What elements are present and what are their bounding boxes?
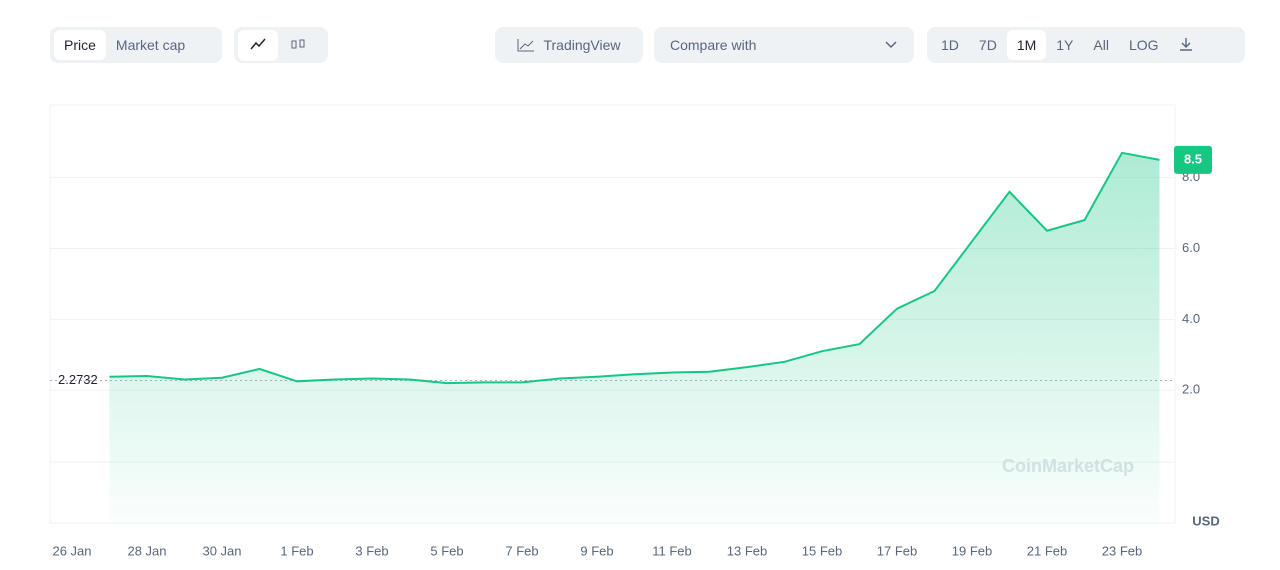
- y-tick-label: 6.0: [1182, 240, 1200, 255]
- line-chart-button[interactable]: [238, 29, 278, 61]
- x-tick-label: 21 Feb: [1027, 543, 1067, 558]
- log-button[interactable]: LOG: [1128, 37, 1159, 53]
- x-tick-label: 9 Feb: [580, 543, 613, 558]
- candle-icon: [291, 39, 305, 48]
- y-tick-label: 8.0: [1182, 169, 1200, 184]
- chart-type-toggle: [234, 27, 328, 63]
- chevron: [885, 41, 897, 49]
- price-area: [109, 152, 1160, 524]
- x-tick-label: 30 Jan: [202, 543, 241, 558]
- tradingview-label: TradingView: [543, 37, 621, 53]
- tv-icon: [517, 39, 535, 52]
- y-tick-label: 4.0: [1182, 311, 1200, 326]
- price-line: [109, 151, 1160, 385]
- range-button[interactable]: All: [1093, 37, 1109, 53]
- candle-chart-button[interactable]: [278, 30, 318, 61]
- currency-label: USD: [1192, 513, 1219, 528]
- current-price-label: 8.5: [1184, 151, 1202, 166]
- x-tick-label: 28 Jan: [127, 543, 166, 558]
- compare-dropdown[interactable]: Compare with: [654, 27, 914, 63]
- x-tick-label: 13 Feb: [727, 543, 767, 558]
- x-tick-label: 23 Feb: [1102, 543, 1142, 558]
- x-tick-label: 11 Feb: [652, 543, 692, 558]
- range-button[interactable]: 1M: [1006, 30, 1047, 60]
- compare-label: Compare with: [670, 37, 757, 53]
- x-tick-label: 7 Feb: [505, 543, 538, 558]
- x-tick-label: 5 Feb: [430, 543, 463, 558]
- download-button[interactable]: [1169, 30, 1203, 61]
- view-toggle: Price Market cap: [50, 27, 222, 63]
- x-tick-label: 17 Feb: [877, 543, 917, 558]
- price-tab[interactable]: Price: [54, 30, 106, 60]
- x-tick-label: 15 Feb: [802, 543, 842, 558]
- tradingview-button[interactable]: TradingView: [495, 27, 643, 63]
- watermark: CoinMarketCap: [1002, 456, 1134, 476]
- range-button[interactable]: 7D: [978, 37, 997, 53]
- x-tick-label: 26 Jan: [52, 543, 91, 558]
- range-toggle: 1D 7D 1M 1Y All LOG: [927, 27, 1245, 63]
- plot-frame: [49, 104, 1176, 524]
- price-badge: [1174, 145, 1212, 174]
- range-button[interactable]: 1Y: [1056, 37, 1074, 53]
- line-icon: [250, 38, 266, 49]
- download-icon: [1179, 37, 1192, 51]
- x-tick-label: 1 Feb: [280, 543, 313, 558]
- x-tick-label: 19 Feb: [952, 543, 992, 558]
- y-tick-label: 2.0: [1182, 382, 1200, 397]
- range-button[interactable]: 1D: [941, 37, 959, 53]
- reference-label: 2.2732: [58, 372, 98, 387]
- x-tick-label: 3 Feb: [355, 543, 388, 558]
- market-cap-tab[interactable]: Market cap: [115, 37, 186, 53]
